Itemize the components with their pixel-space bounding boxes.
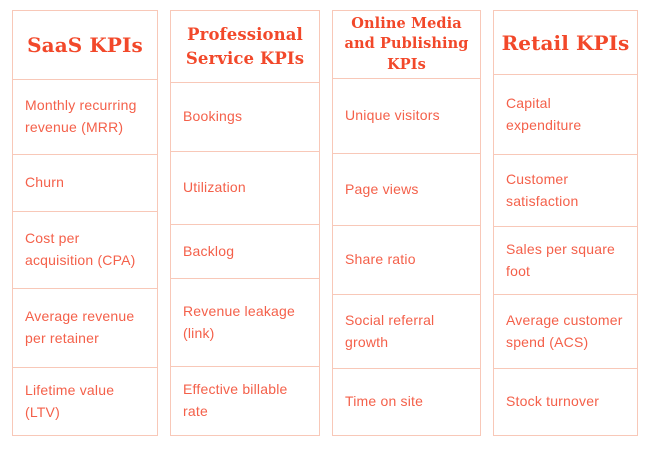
kpi-cell: Unique visitors (333, 78, 480, 153)
kpi-cell: Effective billable rate (171, 366, 319, 435)
column-header-retail: Retail KPIs (501, 30, 630, 55)
column-saas-kpis: SaaS KPIs Monthly recurring revenue (MRR… (12, 10, 158, 436)
column-header-professional-service: Professional Service KPIs (185, 25, 305, 68)
kpi-cell: Time on site (333, 368, 480, 435)
column-header-saas: SaaS KPIs (27, 33, 143, 57)
column-header-online-media-publishing: Online Media and Publishing KPIs (344, 15, 469, 73)
kpi-cell: Social referral growth (333, 294, 480, 368)
kpi-table: SaaS KPIs Monthly recurring revenue (MRR… (12, 10, 638, 436)
kpi-cell: Monthly recurring revenue (MRR) (13, 79, 157, 154)
kpi-cell: Average revenue per retainer (13, 288, 157, 367)
kpi-cell: Revenue leakage (link) (171, 278, 319, 366)
kpi-cell: Capital expenditure (494, 74, 637, 154)
column-professional-service-kpis: Professional Service KPIs Bookings Utili… (170, 10, 320, 436)
kpi-cell: Churn (13, 154, 157, 211)
kpi-cell: Share ratio (333, 225, 480, 294)
kpi-cell: Utilization (171, 151, 319, 224)
column-retail-kpis: Retail KPIs Capital expenditure Customer… (493, 10, 638, 436)
kpi-cell: Bookings (171, 82, 319, 151)
kpi-cell: Lifetime value (LTV) (13, 367, 157, 435)
kpi-cell: Customer satisfaction (494, 154, 637, 226)
column-online-media-publishing-kpis: Online Media and Publishing KPIs Unique … (332, 10, 481, 436)
kpi-cell: Cost per acquisition (CPA) (13, 211, 157, 288)
kpi-cell: Page views (333, 153, 480, 225)
kpi-cell: Stock turnover (494, 368, 637, 435)
kpi-cell: Average customer spend (ACS) (494, 294, 637, 368)
kpi-cell: Sales per square foot (494, 226, 637, 294)
kpi-cell: Backlog (171, 224, 319, 278)
